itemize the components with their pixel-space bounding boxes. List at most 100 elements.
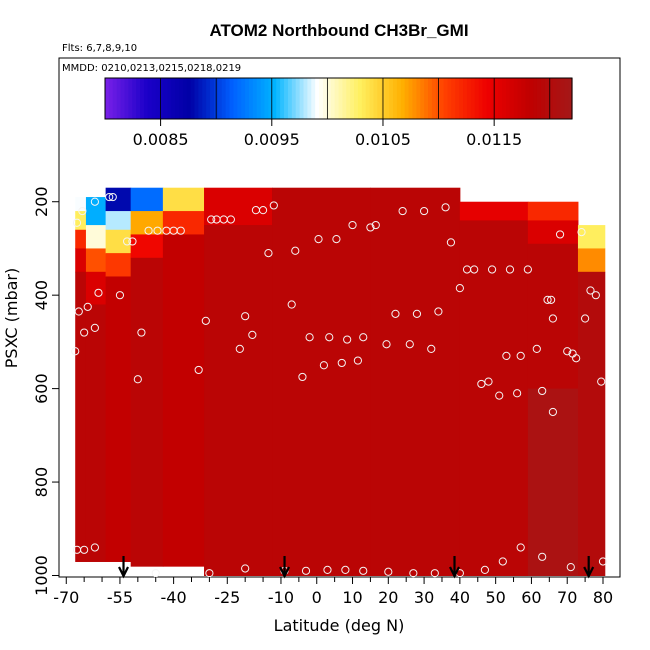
colorbar-segment [334, 78, 340, 119]
observation-point [269, 201, 278, 210]
colorbar-segment [105, 78, 110, 119]
colorbar-segment [564, 78, 569, 119]
observation-point [353, 356, 362, 365]
observation-point [430, 569, 439, 578]
dates-note: MMDD: 0210,0213,0215,0218,0219 [62, 63, 241, 74]
colorbar-segment [326, 78, 332, 119]
colorbar-segment [490, 78, 495, 119]
colorbar-segment [447, 78, 452, 119]
observation-point [543, 295, 552, 304]
observation-point [94, 288, 103, 297]
observation-point [516, 351, 525, 361]
heatmap-cell [75, 211, 87, 231]
heatmap-cell [105, 253, 132, 277]
observation-point [115, 291, 125, 300]
colorbar-segment [556, 78, 561, 119]
colorbar-segment [428, 78, 433, 119]
colorbar-segment [342, 78, 347, 119]
flight-markers [118, 556, 595, 579]
colorbar-segment [517, 78, 523, 119]
colorbar-segment [178, 78, 184, 119]
colorbar-segment [568, 78, 573, 119]
colorbar-segment [143, 78, 149, 119]
colorbar-segment [198, 78, 203, 119]
colorbar-segment [225, 78, 231, 119]
colorbar-segment [501, 78, 507, 119]
observation-point [498, 557, 507, 566]
observation-point [348, 220, 357, 230]
colorbar-segment [319, 78, 324, 119]
heatmap-cell [105, 276, 132, 562]
colorbar-segment [478, 78, 484, 119]
colorbar-segment [443, 78, 449, 119]
colorbar-segment [120, 78, 126, 119]
colorbar-segment [466, 78, 472, 119]
colorbar-segment [307, 78, 312, 119]
observation-point [538, 552, 547, 561]
observation-point [566, 562, 575, 572]
observation-point [577, 227, 586, 237]
x-tick-label: 0 [312, 588, 322, 607]
colorbar-segment [116, 78, 122, 119]
heatmap-cell [130, 211, 164, 235]
heatmap-cell [459, 220, 529, 576]
observation-point [337, 358, 346, 368]
observation-point [105, 192, 114, 202]
colorbar-segment [287, 78, 293, 119]
colorbar-segment [229, 78, 235, 119]
observation-point [72, 218, 82, 227]
x-tick-label: 70 [557, 588, 577, 607]
x-tick-label: 20 [378, 588, 398, 607]
colorbar-tick-label: 0.0095 [244, 130, 300, 149]
observation-point [341, 565, 350, 574]
x-tick-label: -70 [53, 588, 79, 607]
observation-point [80, 545, 89, 554]
x-tick-label: 60 [521, 588, 541, 607]
colorbar-segment [159, 78, 164, 119]
observation-point [90, 543, 99, 552]
flights-note: Flts: 6,7,8,9,10 [62, 43, 137, 54]
x-tick-label: 80 [593, 588, 613, 607]
colorbar-segment [361, 78, 367, 119]
colorbar-segment [299, 78, 305, 119]
y-tick-label: 400 [32, 280, 51, 311]
colorbar-segment [140, 78, 145, 119]
colorbar-segment [136, 78, 141, 119]
colorbar-segment [408, 78, 414, 119]
y-axis: 200 400 600 800 1000 [32, 186, 59, 596]
observation-point [581, 314, 590, 323]
observation-point [305, 333, 314, 342]
colorbar-segment [459, 78, 464, 119]
colorbar-segment [303, 78, 308, 119]
colorbar-segment [498, 78, 503, 119]
colorbar-segment [544, 78, 550, 119]
colorbar-segment [295, 78, 301, 119]
colorbar-segment [505, 78, 511, 119]
colorbar-segment [171, 78, 176, 119]
colorbar-segment [435, 78, 441, 119]
observation-point [532, 344, 541, 353]
observation-point [248, 330, 257, 339]
x-tick-label: 50 [485, 588, 505, 607]
observation-point [548, 314, 558, 323]
observation-point [194, 365, 203, 375]
colorbar-tick-label: 0.0085 [133, 130, 189, 149]
colorbar-segment [194, 78, 199, 119]
y-tick-label: 200 [32, 186, 51, 217]
colorbar-segment [190, 78, 196, 119]
colorbar-segment [315, 78, 320, 119]
x-tick-label: -25 [214, 588, 240, 607]
colorbar-segment [268, 78, 273, 119]
observation-point [523, 265, 532, 274]
observation-point [384, 567, 393, 576]
colorbar-segment [132, 78, 137, 119]
colorbar-segment [276, 78, 281, 119]
colorbar-segment [322, 78, 328, 119]
colorbar-segment [280, 78, 285, 119]
heatmap-cell [75, 271, 87, 562]
observation-point [108, 192, 117, 202]
observation-point [427, 344, 436, 353]
heatmap-cell [459, 201, 529, 221]
heatmap-cell [130, 257, 164, 567]
observation-point [176, 226, 185, 235]
